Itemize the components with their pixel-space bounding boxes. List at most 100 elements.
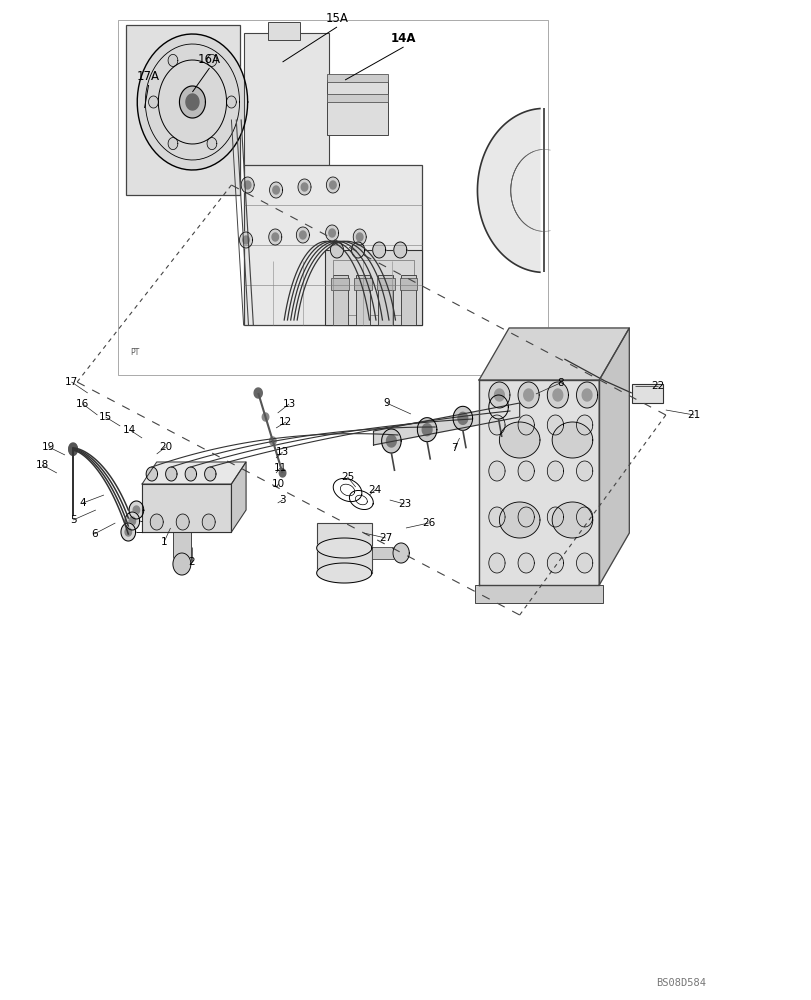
Text: 22: 22 [650, 381, 663, 391]
Polygon shape [279, 469, 285, 477]
Text: 8: 8 [556, 378, 563, 388]
Polygon shape [239, 232, 252, 248]
Polygon shape [269, 437, 276, 445]
Polygon shape [146, 467, 157, 481]
Polygon shape [69, 444, 77, 454]
Polygon shape [547, 461, 563, 481]
Polygon shape [581, 389, 591, 401]
Polygon shape [478, 380, 599, 585]
Polygon shape [326, 177, 339, 193]
Text: 6: 6 [91, 529, 97, 539]
Text: 1: 1 [161, 537, 167, 547]
Polygon shape [298, 179, 311, 195]
Polygon shape [552, 389, 562, 401]
Bar [327, 74, 388, 82]
Polygon shape [478, 328, 629, 380]
Bar [316, 523, 371, 573]
Polygon shape [422, 424, 431, 436]
Bar [354, 278, 371, 290]
Polygon shape [373, 403, 519, 445]
Text: 13: 13 [282, 399, 295, 409]
Bar [371, 547, 394, 559]
Polygon shape [185, 467, 196, 481]
Text: 14A: 14A [390, 32, 416, 45]
Polygon shape [477, 109, 539, 272]
Polygon shape [576, 507, 592, 527]
Bar [378, 275, 393, 325]
Polygon shape [353, 229, 366, 245]
Polygon shape [241, 177, 254, 193]
Polygon shape [488, 461, 504, 481]
Text: 24: 24 [368, 485, 381, 495]
Text: 4: 4 [79, 498, 86, 508]
Polygon shape [599, 328, 629, 585]
Polygon shape [296, 227, 309, 243]
Text: 5: 5 [70, 515, 76, 525]
Polygon shape [269, 182, 282, 198]
Polygon shape [299, 231, 306, 239]
Polygon shape [453, 406, 472, 430]
Polygon shape [576, 461, 592, 481]
Polygon shape [69, 445, 77, 455]
Polygon shape [137, 34, 247, 170]
Polygon shape [148, 96, 158, 108]
Polygon shape [551, 502, 592, 538]
Polygon shape [488, 415, 504, 435]
Text: 17A: 17A [137, 70, 160, 83]
Polygon shape [488, 553, 504, 573]
Polygon shape [244, 181, 251, 189]
Polygon shape [457, 412, 467, 424]
Polygon shape [242, 236, 249, 244]
Polygon shape [165, 467, 177, 481]
Polygon shape [517, 507, 534, 527]
Polygon shape [168, 138, 178, 150]
Polygon shape [499, 422, 539, 458]
Polygon shape [547, 507, 563, 527]
Text: PT: PT [131, 348, 139, 357]
Polygon shape [576, 382, 597, 408]
Polygon shape [69, 445, 77, 455]
Text: 15: 15 [99, 412, 112, 422]
Polygon shape [351, 242, 364, 258]
Polygon shape [499, 502, 539, 538]
Text: 23: 23 [397, 499, 410, 509]
Polygon shape [168, 54, 178, 66]
Text: 9: 9 [383, 398, 389, 408]
Bar [243, 33, 328, 168]
Polygon shape [142, 484, 231, 532]
Polygon shape [204, 467, 216, 481]
Polygon shape [349, 490, 373, 510]
Text: 26: 26 [422, 518, 435, 528]
Bar [333, 275, 347, 325]
Polygon shape [133, 506, 139, 514]
Bar [376, 278, 394, 290]
Text: 10: 10 [272, 479, 285, 489]
Bar [324, 250, 422, 325]
Polygon shape [129, 501, 144, 519]
Polygon shape [173, 553, 191, 575]
Polygon shape [316, 563, 371, 583]
Bar [401, 275, 415, 325]
Polygon shape [202, 514, 215, 530]
Polygon shape [145, 44, 239, 160]
Bar [327, 94, 388, 102]
Polygon shape [150, 514, 163, 530]
Polygon shape [301, 183, 307, 191]
Polygon shape [386, 435, 396, 447]
Polygon shape [129, 517, 135, 525]
Text: 21: 21 [687, 410, 700, 420]
Polygon shape [330, 242, 343, 258]
Bar [331, 278, 349, 290]
Bar [173, 532, 191, 564]
Text: BS08D584: BS08D584 [655, 978, 706, 988]
Polygon shape [179, 86, 205, 118]
Polygon shape [551, 422, 592, 458]
Polygon shape [393, 242, 406, 258]
Text: 14: 14 [123, 425, 136, 435]
Bar [399, 278, 417, 290]
Polygon shape [186, 94, 199, 110]
Text: 18: 18 [36, 460, 49, 470]
Polygon shape [333, 478, 362, 502]
Text: 12: 12 [279, 417, 292, 427]
Bar [474, 585, 603, 603]
